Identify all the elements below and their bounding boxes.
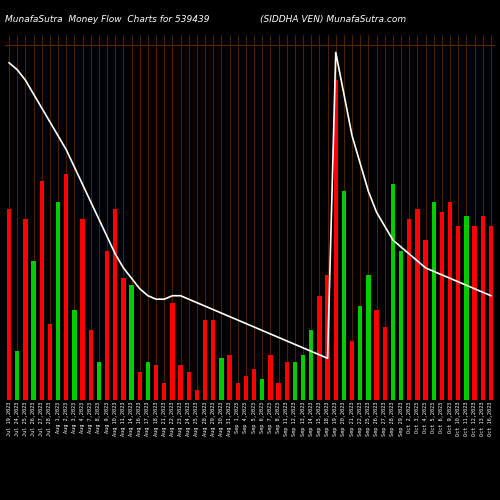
Bar [186, 372, 191, 400]
Bar [23, 219, 28, 400]
Bar [203, 320, 207, 400]
Bar [366, 275, 370, 400]
Bar [194, 390, 199, 400]
Bar [480, 216, 485, 400]
Text: MunafaSutra  Money Flow  Charts for 539439: MunafaSutra Money Flow Charts for 539439 [5, 15, 210, 24]
Bar [407, 219, 412, 400]
Bar [96, 362, 101, 400]
Bar [358, 306, 362, 400]
Bar [390, 184, 395, 400]
Text: (SIDDHA VEN) MunafaSutra.com: (SIDDHA VEN) MunafaSutra.com [260, 15, 406, 24]
Bar [350, 341, 354, 400]
Bar [72, 310, 76, 400]
Bar [334, 80, 338, 400]
Bar [130, 286, 134, 400]
Bar [138, 372, 142, 400]
Bar [146, 362, 150, 400]
Bar [32, 261, 36, 400]
Bar [276, 382, 281, 400]
Bar [178, 365, 183, 400]
Bar [317, 296, 322, 400]
Bar [326, 275, 330, 400]
Bar [162, 382, 166, 400]
Bar [424, 240, 428, 400]
Bar [105, 250, 110, 400]
Bar [244, 376, 248, 400]
Bar [211, 320, 216, 400]
Bar [284, 362, 289, 400]
Bar [309, 330, 314, 400]
Bar [236, 382, 240, 400]
Bar [88, 330, 93, 400]
Bar [456, 226, 460, 400]
Bar [415, 209, 420, 400]
Bar [448, 202, 452, 400]
Bar [301, 355, 306, 400]
Bar [154, 365, 158, 400]
Bar [170, 302, 174, 400]
Bar [342, 192, 346, 400]
Bar [80, 219, 85, 400]
Bar [219, 358, 224, 400]
Bar [440, 212, 444, 400]
Bar [374, 310, 379, 400]
Bar [7, 209, 12, 400]
Bar [252, 368, 256, 400]
Bar [399, 250, 404, 400]
Bar [260, 379, 264, 400]
Bar [113, 209, 117, 400]
Bar [40, 181, 44, 400]
Bar [15, 352, 20, 400]
Bar [48, 324, 52, 400]
Bar [228, 355, 232, 400]
Bar [472, 226, 477, 400]
Bar [292, 362, 297, 400]
Bar [382, 327, 387, 400]
Bar [488, 226, 493, 400]
Bar [268, 355, 272, 400]
Bar [64, 174, 68, 400]
Bar [121, 278, 126, 400]
Bar [56, 202, 60, 400]
Bar [464, 216, 468, 400]
Bar [432, 202, 436, 400]
